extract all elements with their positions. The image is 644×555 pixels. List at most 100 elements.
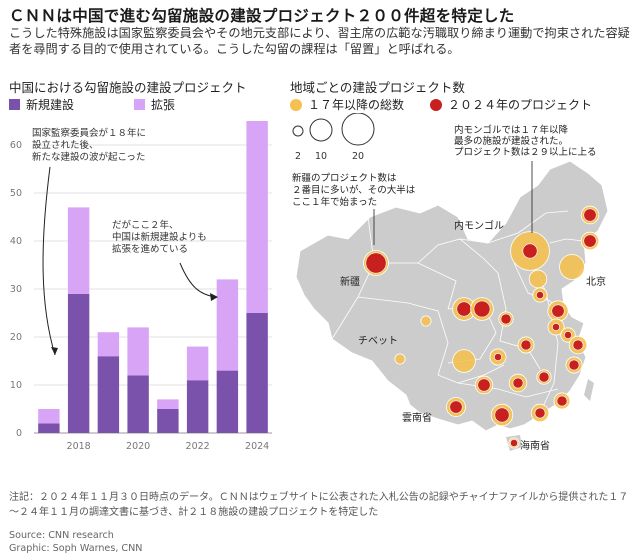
label-tibet: チベット — [358, 335, 398, 347]
annotation-2-line-2: 中国は新規建設よりも — [112, 231, 207, 243]
site-2024-heilongjiang — [583, 208, 597, 222]
site-2024-guizhou — [477, 378, 491, 392]
x-tick-label-2024: 2024 — [245, 441, 269, 452]
map-legend: １７年以降の総数 ２０２４年のプロジェクト — [290, 96, 592, 113]
annotation-1-line-3: 新たな建設の波が起こった — [32, 151, 145, 163]
border-xinjiang — [331, 216, 375, 340]
border-tibet — [357, 296, 449, 376]
site-2024-shaanxi — [500, 313, 512, 325]
border-southwest — [437, 364, 505, 384]
bar-2023-new — [216, 370, 239, 433]
legend-total-label: １７年以降の総数 — [308, 98, 405, 112]
bar-2022-new — [186, 380, 209, 433]
taiwan-island — [584, 379, 594, 401]
bar-2022-expansion — [186, 346, 209, 381]
bar-2020-new — [127, 375, 149, 433]
border-qinghai — [374, 262, 457, 310]
annotation-1-arrowhead — [51, 347, 58, 355]
bar-2017-new — [38, 423, 60, 433]
map-title: 地域ごとの建設プロジェクト数 — [290, 80, 465, 95]
legend-total-dot — [290, 98, 302, 111]
label-xinjiang: 新疆 — [340, 275, 360, 288]
legend-expand-label: 拡張 — [151, 98, 176, 112]
size-legend-small — [292, 125, 304, 137]
site-total-hebei — [528, 269, 548, 289]
china-map: 2 10 20 内モンゴルでは１７年以降 最多の施設が建設された。 プロジェクト… — [292, 113, 609, 452]
border-northeast — [549, 238, 585, 244]
site-2024-anhui — [564, 331, 572, 339]
size-legend-medium — [309, 118, 333, 142]
legend-new-label: 新規建設 — [26, 98, 75, 112]
bar-2017-expansion — [38, 409, 60, 424]
annotation-2-line-1: だがここ２年、 — [112, 219, 179, 231]
legend-2024-label: ２０２４年のプロジェクト — [448, 98, 593, 112]
annotation-1-line-1: 国家監察委員会が１８年に — [32, 127, 146, 139]
bar-legend: 新規建設 拡張 — [9, 96, 175, 113]
label-hainan: 海南省 — [520, 439, 550, 452]
size-legend-label-large: 20 — [352, 151, 364, 162]
annotation-2-line-3: 拡張を進めている — [112, 243, 188, 255]
size-legend-label-small: 2 — [295, 151, 301, 162]
site-total-sichuan — [452, 349, 476, 373]
bar-chart: 0 10 20 30 40 50 60 2018 2020 2022 2024 国家監察委員会が１… — [10, 121, 272, 452]
annotation-xj-line-1: 新疆のプロジェクト数は — [292, 172, 397, 184]
annotation-2: だがここ２年、 中国は新規建設よりも 拡張を進めている — [112, 219, 218, 301]
source-credit: Source: CNN research — [9, 530, 114, 541]
site-2024-jiangxi — [538, 371, 550, 383]
size-legend: 2 10 20 — [292, 113, 375, 162]
site-2024-inner-mongolia — [522, 243, 538, 259]
border-shaanxi — [497, 272, 541, 370]
site-2024-chongqing — [494, 353, 502, 361]
annotation-2-arrow — [179, 262, 217, 298]
annotation-2-arrowhead — [210, 293, 218, 301]
bar-2019-expansion — [97, 332, 120, 357]
site-2024-xinjiang — [365, 252, 387, 274]
bar-chart-title: 中国における勾留施設の建設プロジェクト — [9, 80, 247, 95]
annotation-xinjiang: 新疆のプロジェクト数は ２番目に多いが、その大半は ここ１年で始まった — [292, 172, 416, 245]
annotation-neimenggu: 内モンゴルでは１７年以降 最多の施設が建設された。 プロジェクト数は２９以上に上… — [454, 124, 597, 233]
bar-2021-expansion — [157, 399, 179, 409]
bar-2023-expansion — [216, 279, 239, 371]
site-total-tibet — [394, 353, 406, 365]
site-total-qinghai — [420, 315, 432, 327]
x-tick-label-2022: 2022 — [186, 441, 210, 452]
site-2024-yunnan — [449, 400, 463, 414]
y-tick-label-40: 40 — [10, 236, 22, 247]
site-2024-hubei — [520, 339, 532, 351]
legend-expand-swatch — [134, 99, 146, 110]
legend-2024-dot — [430, 98, 443, 111]
site-2024-shandong — [551, 304, 565, 318]
y-tick-label-10: 10 — [10, 380, 22, 391]
site-2024-guangdong — [534, 407, 546, 419]
y-tick-label-60: 60 — [10, 140, 22, 151]
label-neimenggu: 内モンゴル — [454, 219, 504, 232]
annotation-1-arrow — [42, 166, 56, 356]
legend-new-swatch — [9, 99, 20, 110]
annotation-1-line-2: 設立された後、 — [32, 139, 99, 151]
annotation-1: 国家監察委員会が１８年に 設立された後、 新たな建設の波が起こった — [32, 127, 146, 356]
site-total-liaoning — [559, 254, 585, 280]
y-tick-label-30: 30 — [10, 284, 22, 295]
label-beijing: 北京 — [586, 275, 606, 288]
annotation-xj-line-2: ２番目に多いが、その大半は — [292, 184, 416, 196]
x-tick-label-2020: 2020 — [126, 441, 150, 452]
dek: こうした特殊施設は国家監察委員会やその地元支部により、習主席の広範な汚職取り締ま… — [9, 26, 630, 56]
site-2024-fujian — [556, 395, 568, 407]
annotation-xj-line-3: ここ１年で始まった — [292, 196, 377, 208]
headline: ＣＮＮは中国で進む勾留施設の建設プロジェクト２００件超を特定した — [9, 7, 515, 25]
size-legend-large — [341, 113, 375, 146]
x-tick-label-2018: 2018 — [67, 441, 91, 452]
site-2024-henan — [552, 323, 560, 331]
site-2024-hainan — [510, 439, 518, 447]
site-2024-guangxi — [494, 407, 510, 423]
site-2024-shanxi — [536, 291, 544, 299]
border-neimenggu — [459, 210, 569, 244]
site-2024-gansu — [456, 301, 472, 317]
bar-2021-new — [157, 409, 179, 433]
bar-2024-new — [246, 313, 268, 433]
footnote: 注記：２０２４年１１月３０日時点のデータ。ＣＮＮはウェブサイトに公表された入札公… — [9, 492, 629, 518]
bar-2024-expansion — [246, 121, 268, 313]
annotation-nm-line-1: 内モンゴルでは１７年以降 — [454, 124, 569, 136]
y-tick-label-0: 0 — [16, 428, 22, 439]
y-tick-label-20: 20 — [10, 332, 22, 343]
